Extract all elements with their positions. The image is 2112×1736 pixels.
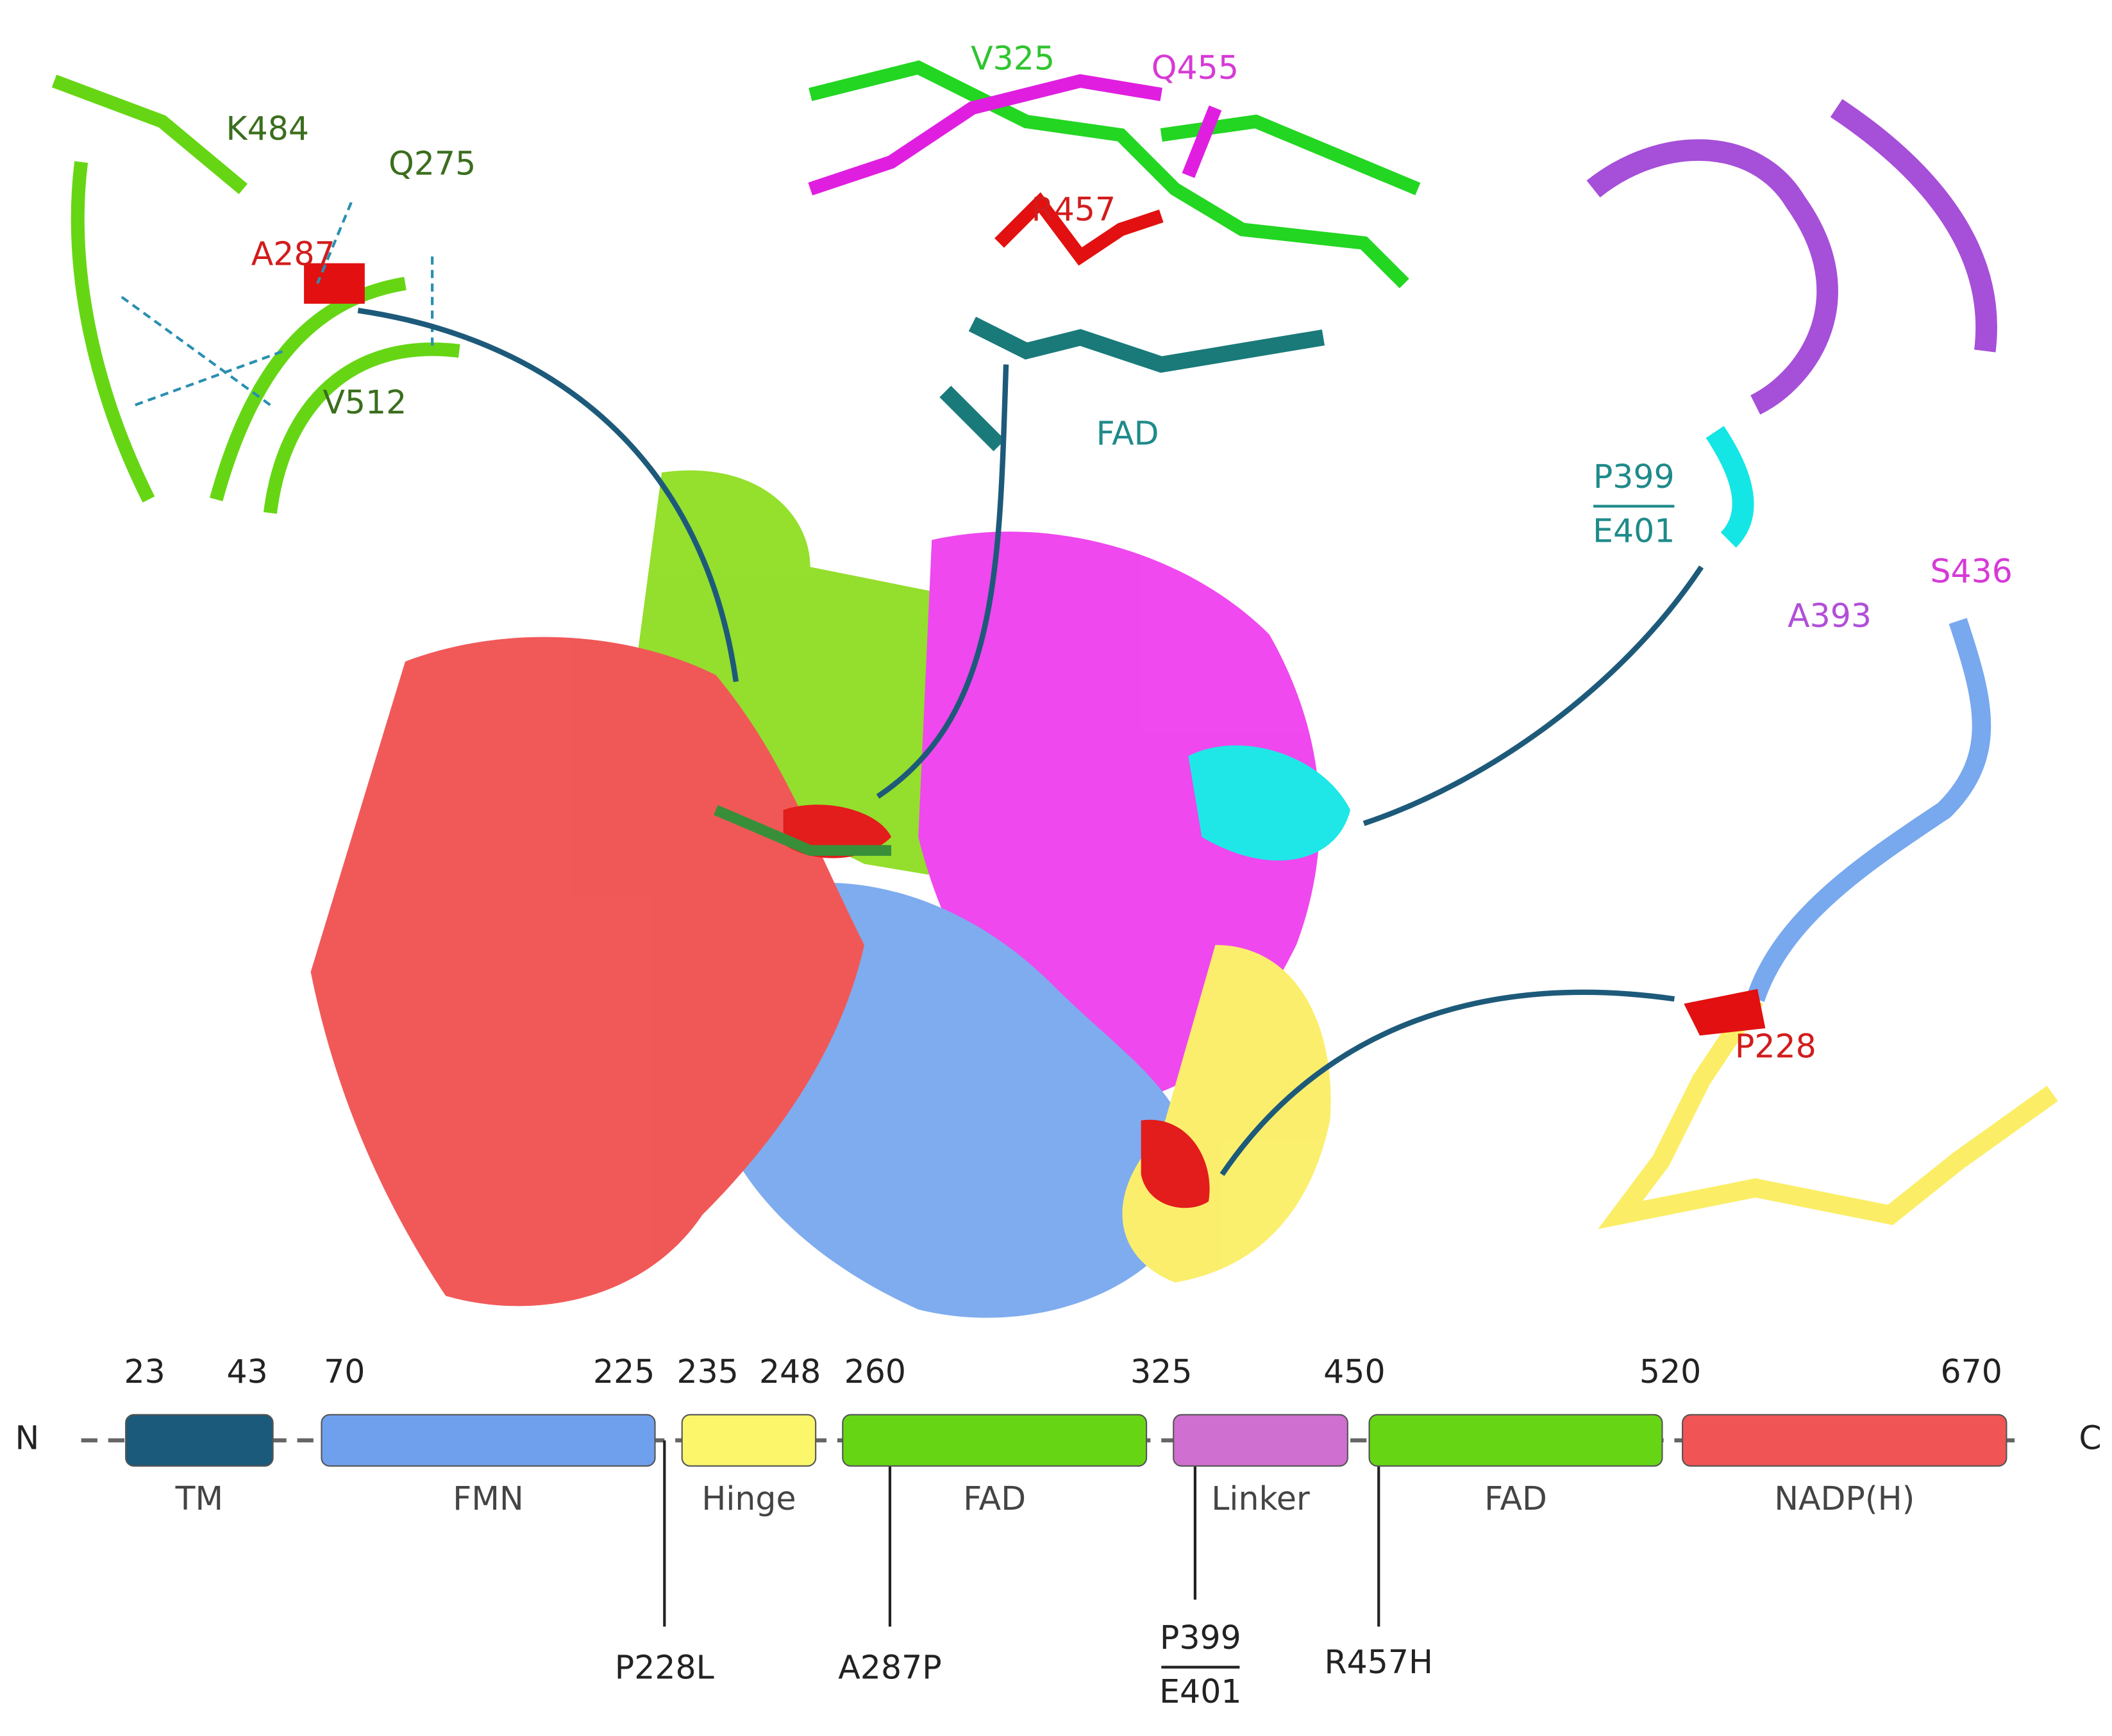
residue-label: FAD [1096,415,1159,453]
residue-label: Q275 [389,145,476,183]
residue-position: 520 [1639,1353,1701,1390]
residue-label: Q455 [1152,49,1239,87]
residue-position: 43 [227,1353,268,1390]
domain-label: FAD [1484,1480,1547,1517]
mutation-lines [663,1440,1380,1627]
residue-label: S436 [1930,552,2012,590]
residue-position: 248 [759,1353,821,1390]
inset-top-left [51,74,460,514]
residue-label: V325 [971,39,1055,77]
terminal-label: C [2079,1419,2101,1456]
residue-position: 670 [1940,1353,2002,1390]
inset-top-right [1586,99,1997,548]
residue-label: P399 [1593,458,1675,496]
residue-label: A287 [251,235,335,273]
domain-label: FMN [453,1480,523,1517]
domain-box [1368,1414,1663,1467]
residue-label: R457 [1032,190,1116,228]
terminal-label: N [15,1419,40,1456]
residue-label: P228 [1735,1028,1816,1065]
residue-label: K484 [226,110,309,147]
domain-label: NADP(H) [1774,1480,1915,1517]
domain-label: Linker [1211,1480,1310,1517]
domain-box [681,1414,817,1467]
residue-label: V512 [323,383,406,421]
domain-box [1173,1414,1348,1467]
mutation-label: R457H [1325,1643,1434,1681]
protein-structure [310,470,1351,1318]
domain-label: TM [175,1480,223,1517]
residue-position: 70 [324,1353,365,1390]
residue-label: A393 [1788,597,1872,635]
domain-box [842,1414,1148,1467]
residue-position: 325 [1130,1353,1192,1390]
residue-label: E401 [1593,512,1675,549]
inset-bottom-right [1598,617,2058,1230]
residue-position: 450 [1323,1353,1385,1390]
inset-top-center [808,60,1421,451]
residue-position: 260 [844,1353,906,1390]
mutation-label: E401 [1159,1673,1241,1710]
mutation-label: P399 [1160,1619,1241,1657]
domain-box [1682,1414,2007,1467]
domain-label: Hinge [701,1480,796,1517]
residue-position: 235 [677,1353,739,1390]
residue-position: 225 [593,1353,655,1390]
mutation-label: P228L [615,1648,714,1686]
mutation-label: A287P [838,1648,941,1686]
arrows [357,308,1704,1176]
domain-label: FAD [963,1480,1026,1517]
domain-box [125,1414,274,1467]
residue-position: 23 [124,1353,165,1390]
domain-box [321,1414,656,1467]
